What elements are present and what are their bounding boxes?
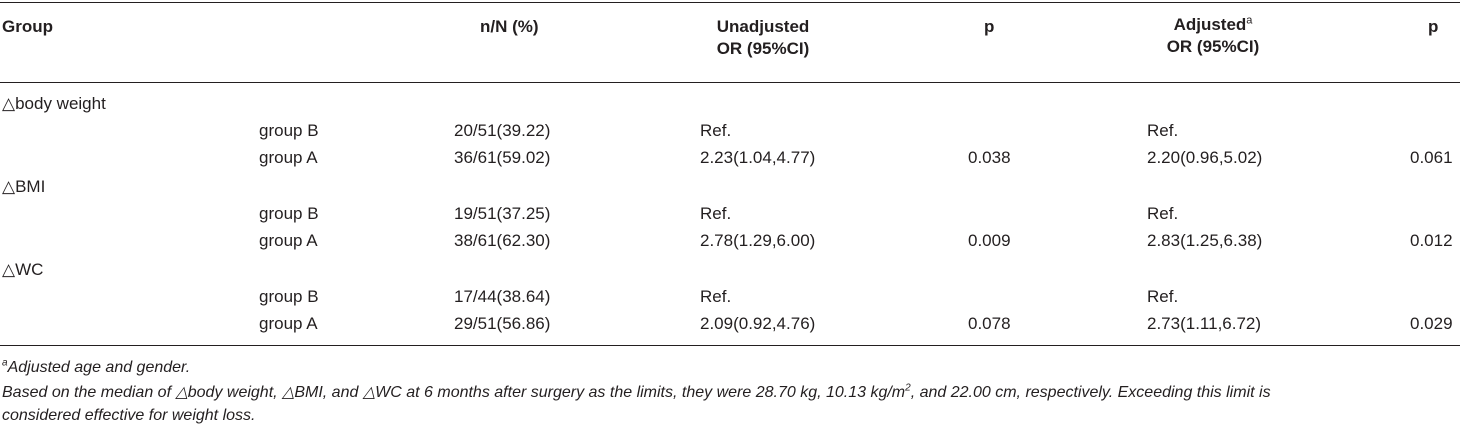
table-row-n-over-n: 38/61(62.30): [454, 231, 551, 250]
table-row-adjusted-or: 2.20(0.96,5.02): [1147, 148, 1263, 167]
header-bottom-rule: [0, 82, 1460, 83]
table-row-unadjusted-or: 2.23(1.04,4.77): [700, 148, 816, 167]
table-row-group-label: group B: [259, 287, 319, 306]
table-row-adjusted-or: Ref.: [1147, 204, 1179, 223]
table-row-unadjusted-or: 2.78(1.29,6.00): [700, 231, 816, 250]
table-row-n-over-n: 19/51(37.25): [454, 204, 551, 223]
table-row-unadjusted-or: Ref.: [700, 121, 732, 140]
table-row-n-over-n: 20/51(39.22): [454, 121, 551, 140]
table-row-group-label: group A: [259, 314, 318, 333]
section-label-wc: △WC: [2, 260, 44, 279]
table-row-unadjusted-or: Ref.: [700, 204, 732, 223]
table-bottom-rule: [0, 345, 1460, 346]
table-row-adjusted-or: 2.83(1.25,6.38): [1147, 231, 1263, 250]
footnote-squared-superscript: 2: [905, 382, 911, 394]
footnote-median-limits: Based on the median of △body weight, △BM…: [2, 382, 1271, 401]
header-adjusted-or: Adjusteda OR (95%CI): [1150, 14, 1276, 58]
table-row-group-label: group B: [259, 204, 319, 223]
table-row-p-adjusted: 0.061: [1410, 148, 1453, 167]
header-unadjusted-line1: Unadjusted: [716, 17, 810, 36]
footnote-adjusted: aAdjusted age and gender.: [2, 357, 191, 376]
table-row-adjusted-or: Ref.: [1147, 287, 1179, 306]
table-row-adjusted-or: 2.73(1.11,6.72): [1147, 314, 1262, 333]
table-row-group-label: group A: [259, 231, 318, 250]
table-row-p-unadjusted: 0.078: [968, 314, 1011, 333]
table-row-n-over-n: 17/44(38.64): [454, 287, 551, 306]
footnote-marker: a: [2, 357, 8, 369]
table-row-unadjusted-or: 2.09(0.92,4.76): [700, 314, 816, 333]
footnote-median-limits-line2: considered effective for weight loss.: [2, 407, 256, 424]
header-unadjusted-line2: OR (95%CI): [716, 39, 810, 58]
table-row-p-adjusted: 0.012: [1410, 231, 1453, 250]
header-adjusted-line2: OR (95%CI): [1166, 37, 1260, 56]
header-n-over-n: n/N (%): [480, 17, 539, 36]
header-adjusted-superscript: a: [1246, 14, 1253, 27]
table-row-group-label: group A: [259, 148, 318, 167]
header-adjusted-line1: Adjusteda: [1173, 14, 1253, 34]
header-group: Group: [2, 17, 53, 36]
header-unadjusted-or: Unadjusted OR (95%CI): [700, 16, 826, 60]
table-row-p-adjusted: 0.029: [1410, 314, 1453, 333]
table-row-n-over-n: 29/51(56.86): [454, 314, 551, 333]
table-row-adjusted-or: Ref.: [1147, 121, 1179, 140]
table-row-group-label: group B: [259, 121, 319, 140]
table-row-unadjusted-or: Ref.: [700, 287, 732, 306]
table-top-rule: [0, 2, 1460, 3]
table-row-n-over-n: 36/61(59.02): [454, 148, 551, 167]
table-row-p-unadjusted: 0.038: [968, 148, 1011, 167]
section-label-bmi: △BMI: [2, 177, 46, 196]
header-p-unadjusted: p: [984, 17, 995, 36]
section-label-body-weight: △body weight: [2, 94, 106, 113]
table-row-p-unadjusted: 0.009: [968, 231, 1011, 250]
header-p-adjusted: p: [1428, 17, 1439, 36]
